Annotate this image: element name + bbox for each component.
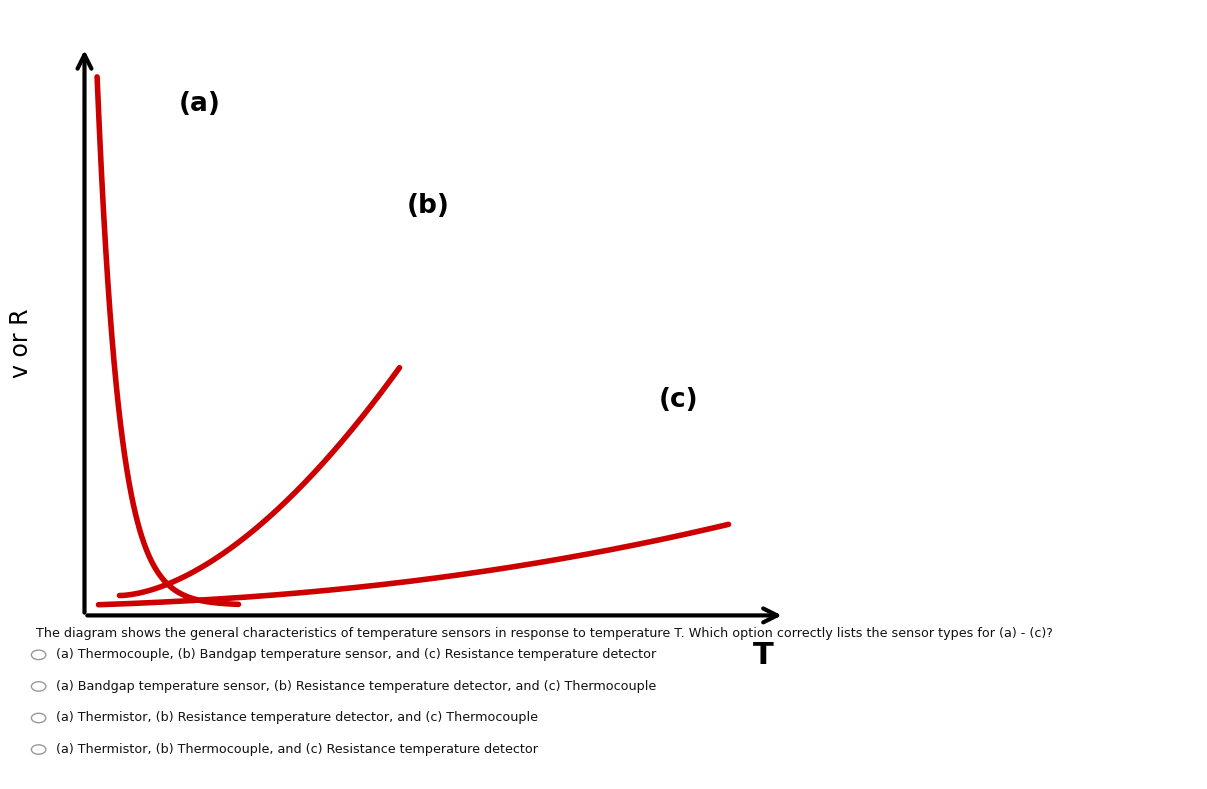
Text: (a) Bandgap temperature sensor, (b) Resistance temperature detector, and (c) The: (a) Bandgap temperature sensor, (b) Resi… <box>56 680 655 693</box>
Text: (a) Thermocouple, (b) Bandgap temperature sensor, and (c) Resistance temperature: (a) Thermocouple, (b) Bandgap temperatur… <box>56 649 655 661</box>
Text: (a) Thermistor, (b) Thermocouple, and (c) Resistance temperature detector: (a) Thermistor, (b) Thermocouple, and (c… <box>56 743 537 756</box>
Text: (b): (b) <box>407 193 449 219</box>
Text: (a) Thermistor, (b) Resistance temperature detector, and (c) Thermocouple: (a) Thermistor, (b) Resistance temperatu… <box>56 712 537 724</box>
Text: (c): (c) <box>659 387 698 413</box>
Text: (a): (a) <box>179 92 221 117</box>
Text: The diagram shows the general characteristics of temperature sensors in response: The diagram shows the general characteri… <box>36 627 1053 640</box>
Text: v or R: v or R <box>10 308 34 378</box>
Text: T: T <box>753 641 774 670</box>
